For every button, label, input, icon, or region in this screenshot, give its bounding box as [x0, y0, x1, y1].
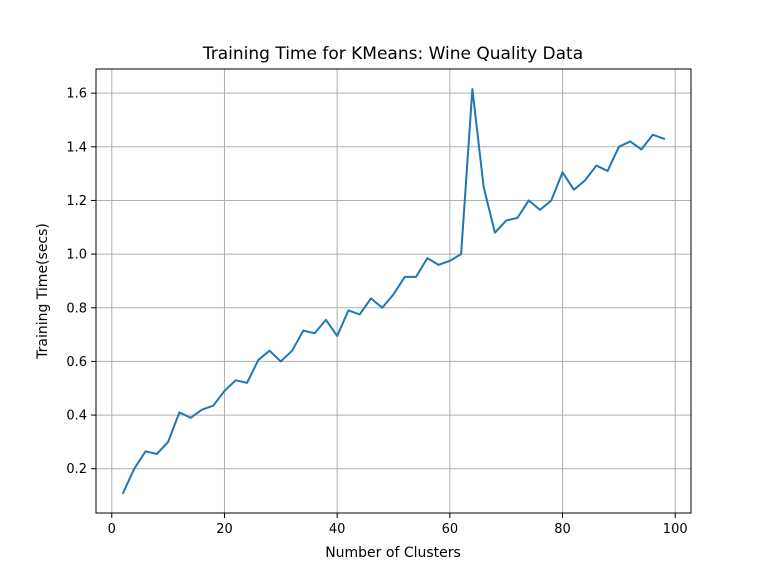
y-tick-label: 1.2 [66, 194, 87, 209]
y-tick-label: 1.0 [66, 248, 87, 263]
x-tick-label: 80 [554, 522, 571, 537]
series-line [121, 88, 666, 495]
y-tick-label: 0.8 [66, 301, 87, 316]
line-layer [121, 88, 666, 495]
y-axis-ticks: 0.2 0.4 0.6 0.8 1.0 1.2 1.4 1.6 [66, 87, 96, 477]
x-tick-label: 40 [329, 522, 346, 537]
y-tick-label: 0.4 [66, 409, 87, 424]
x-axis-label: Number of Clusters [325, 545, 461, 561]
y-tick-label: 1.6 [66, 87, 87, 102]
x-tick-label: 60 [442, 522, 459, 537]
x-tick-label: 100 [663, 522, 688, 537]
y-tick-label: 0.2 [66, 462, 87, 477]
y-axis-label: Training Time(secs) [35, 223, 51, 360]
x-axis-ticks: 0 20 40 60 80 100 [108, 513, 688, 537]
y-tick-label: 1.4 [66, 140, 87, 155]
plot-frame [95, 68, 692, 514]
grid [96, 69, 691, 513]
x-tick-label: 0 [108, 522, 116, 537]
x-tick-label: 20 [216, 522, 233, 537]
y-tick-label: 0.6 [66, 355, 87, 370]
chart-title: Training Time for KMeans: Wine Quality D… [202, 44, 583, 64]
